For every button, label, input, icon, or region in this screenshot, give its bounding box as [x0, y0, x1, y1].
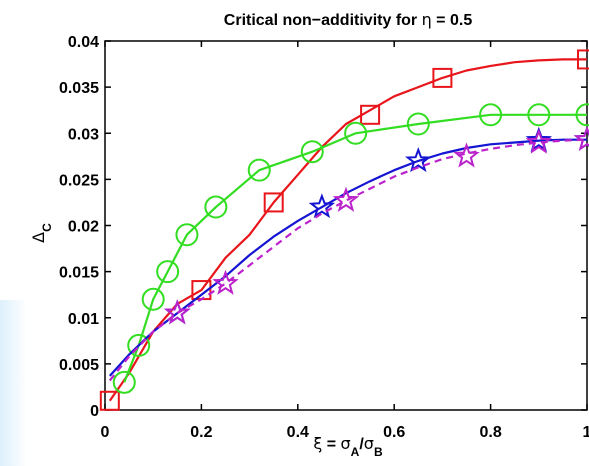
x-axis-label-eq: = — [322, 436, 340, 453]
series-3-star-marker — [525, 126, 553, 152]
series-2-circle-marker — [247, 158, 271, 182]
series-4-star-marker — [525, 128, 553, 154]
series-1-square-marker — [577, 49, 589, 70]
x-axis-label-sigma-b: σ — [364, 434, 374, 453]
y-axis-label: ΔC — [29, 223, 54, 243]
plot-area: 0 0.2 0.4 0.6 0.8 1 0 0.005 0.01 0.015 0.02 0.025 0.… — [59, 34, 589, 441]
series-2-line — [123, 113, 587, 383]
x-axis-label-slash: / — [359, 436, 364, 453]
x-tick-label: 0.4 — [287, 424, 309, 441]
series-2-circle-marker — [527, 103, 551, 127]
series-1-line — [108, 58, 587, 402]
series-2-circle-marker — [344, 121, 368, 145]
series-2-circle-marker — [156, 260, 180, 284]
series-2-circle-marker — [300, 140, 324, 164]
series-2-circle-marker — [204, 195, 228, 219]
series-1-square-marker — [263, 192, 284, 213]
x-axis-label: ξ = σA/σB — [313, 434, 383, 459]
series-2-circle-marker — [141, 287, 165, 311]
series-1-square-marker — [360, 104, 381, 125]
y-tick-label: 0.015 — [59, 265, 99, 282]
y-tick-label: 0 — [90, 403, 99, 420]
series-2-circle-marker — [112, 370, 136, 394]
x-axis-label-sub-b: B — [374, 445, 383, 459]
y-tick-label: 0.025 — [59, 172, 99, 189]
axes-frame — [104, 40, 588, 411]
series-1-square-marker — [99, 390, 120, 411]
y-tick-label: 0.02 — [68, 219, 99, 236]
series-2-circle-marker — [406, 112, 430, 136]
series-4-star-marker — [573, 125, 589, 151]
chart-title-main: Critical non−additivity for — [224, 12, 422, 29]
series-3-star-marker — [405, 147, 432, 173]
x-tick-label: 0.6 — [383, 424, 405, 441]
series-4-line — [108, 138, 588, 382]
chart-title: Critical non−additivity for η = 0.5 — [224, 10, 473, 29]
x-tick-label: 0.8 — [479, 424, 501, 441]
series-4-star-marker — [332, 186, 360, 212]
y-axis-label-sub: C — [40, 223, 54, 232]
y-tick-label: 0.04 — [68, 34, 99, 51]
x-tick-label: 0.2 — [190, 424, 212, 441]
series-3-line — [108, 138, 587, 377]
x-tick-label: 0 — [101, 424, 110, 441]
series-3-star-marker — [308, 193, 336, 219]
x-axis-label-xi: ξ — [313, 434, 322, 453]
chart-title-symbol: η — [422, 10, 432, 29]
series-1-square-marker — [432, 67, 453, 88]
x-tick-label: 1 — [583, 424, 589, 441]
series-4-star-marker — [453, 142, 480, 168]
x-axis-label-sigma-a: σ — [341, 434, 351, 453]
series-2-circle-marker — [479, 103, 503, 127]
series-2-circle-marker — [575, 103, 589, 127]
series-2-circle-marker — [175, 223, 199, 247]
corner-decoration — [0, 300, 28, 466]
y-tick-label: 0.03 — [68, 126, 99, 143]
y-tick-label: 0.005 — [59, 357, 99, 374]
series-2-circle-marker — [127, 333, 151, 357]
series-4-star-marker — [212, 269, 239, 295]
x-axis-label-sub-a: A — [351, 445, 360, 459]
y-axis-label-delta: Δ — [29, 232, 48, 243]
series-4-star-marker — [164, 299, 191, 325]
chart-title-tail: = 0.5 — [432, 12, 473, 29]
y-tick-label: 0.01 — [68, 311, 99, 328]
y-tick-label: 0.035 — [59, 80, 99, 97]
